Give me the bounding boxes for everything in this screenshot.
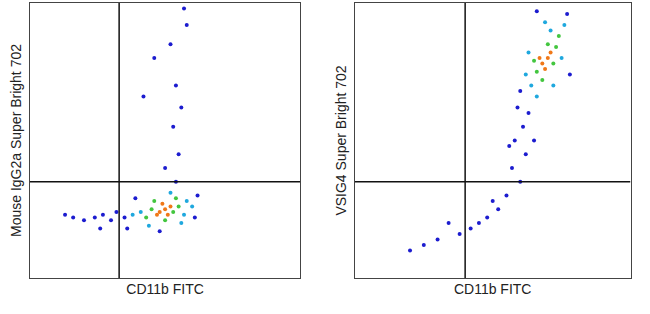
svg-text:VSIG4 Super Bright 702: VSIG4 Super Bright 702 [333, 65, 349, 215]
svg-text:Mouse IgG2a Super Bright 702: Mouse IgG2a Super Bright 702 [8, 44, 24, 237]
svg-text:CD11b FITC: CD11b FITC [126, 281, 204, 297]
svg-text:CD11b FITC: CD11b FITC [454, 281, 532, 297]
